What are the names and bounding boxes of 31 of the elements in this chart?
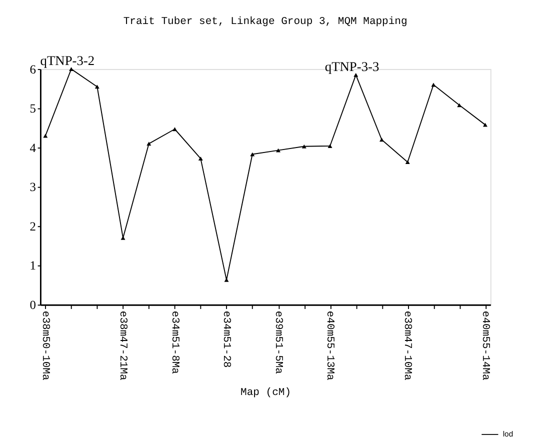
point xyxy=(302,144,306,148)
y-tick-label: 6 xyxy=(30,62,36,76)
x-axis-title: Map (cM) xyxy=(240,386,292,399)
y-tick-label: 5 xyxy=(30,102,36,116)
y-tick-label: 1 xyxy=(30,258,36,273)
x-tick-label: e38m50-10Ma xyxy=(39,310,52,380)
y-tick-label: 3 xyxy=(30,180,36,194)
point xyxy=(379,138,384,142)
x-tick-label: e34m51-28 xyxy=(220,310,232,368)
x-tick-label: e39m51-5Ma xyxy=(272,310,284,374)
point xyxy=(482,122,488,127)
x-tick-label: e40m55-14Ma xyxy=(478,310,491,380)
legend-label: lod xyxy=(502,429,514,438)
point xyxy=(457,103,462,108)
point xyxy=(172,127,178,132)
x-tick-label: e40m55-13Ma xyxy=(324,310,336,380)
point xyxy=(146,142,152,146)
y-tick-label: 2 xyxy=(30,219,36,234)
y-tick-label: 0 xyxy=(30,298,36,312)
point xyxy=(276,148,280,152)
point xyxy=(405,160,410,164)
chart-title: Trait Tuber set, Linkage Group 3, MQM Mapping xyxy=(123,16,408,28)
point xyxy=(94,84,100,89)
x-tick-label: e38m47-10Ma xyxy=(401,310,414,380)
x-tick-label: e38m47-21Ma xyxy=(116,310,129,380)
y-tick-label: 4 xyxy=(30,140,37,155)
point xyxy=(198,156,203,161)
x-tick-label: e34m51-8Ma xyxy=(168,310,180,374)
point xyxy=(328,144,332,148)
annotation: qTNP-3-2 xyxy=(40,53,95,68)
annotation: qTNP-3-3 xyxy=(324,59,380,74)
